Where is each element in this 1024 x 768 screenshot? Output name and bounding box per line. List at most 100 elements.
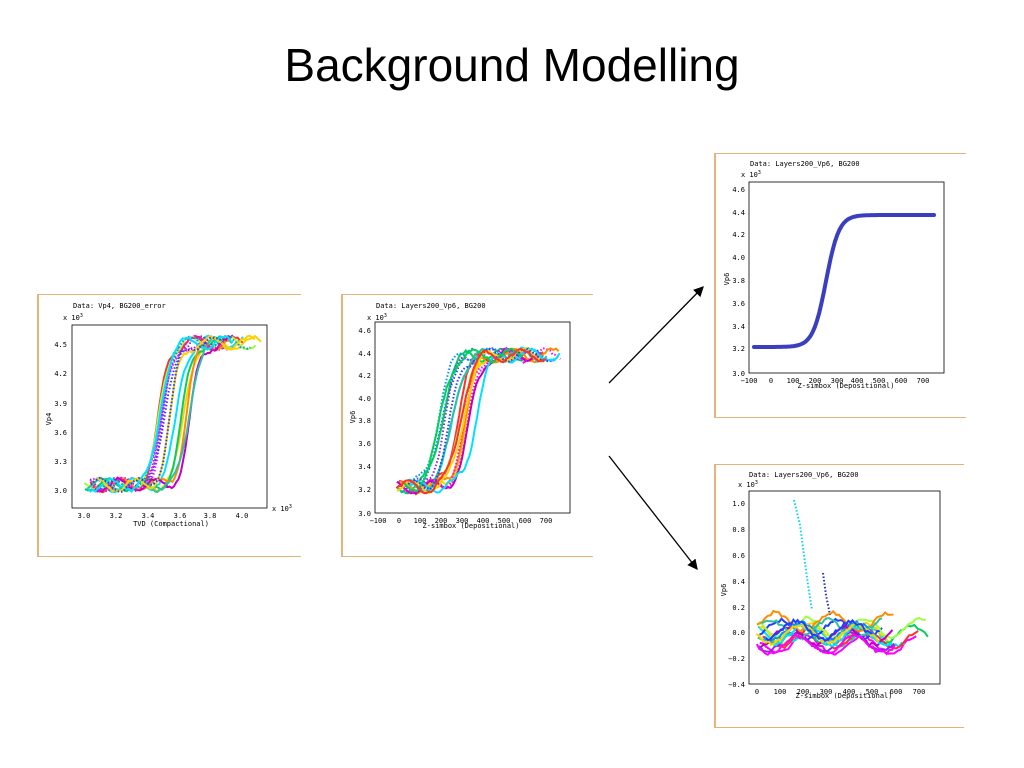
x-tick-label: 4.0: [236, 512, 249, 520]
panel-vp6-zsimbox: Data: Layers200_Vp6, BG200 x 103 Vp6 Z-s…: [341, 294, 593, 557]
x-tick-label: 0: [397, 517, 401, 525]
chart-header: Data: Layers200_Vp6, BG200: [749, 471, 859, 479]
y-tick-label: 3.6: [732, 300, 745, 308]
well-curve: [402, 348, 523, 493]
chart-header: Data: Vp4, BG200_error: [73, 302, 166, 310]
plot-frame: [748, 490, 941, 685]
well-curve: [92, 334, 225, 493]
y-tick-label: 3.8: [732, 277, 745, 285]
x-tick-label: 600: [890, 688, 903, 696]
x-tick-label: 200: [809, 377, 822, 385]
y-tick-label: 3.0: [358, 510, 371, 518]
x-axis-label: TVD (Compactional): [133, 520, 209, 528]
x-tick-label: 500: [873, 377, 886, 385]
x-tick-label: 3.4: [142, 512, 155, 520]
y-tick-label: 3.2: [358, 486, 371, 494]
y-tick-label: 4.5: [54, 341, 67, 349]
chart-residual: Data: Layers200_Vp6, BG200 x 103 Vp6 Z-s…: [720, 471, 941, 700]
y-tick-label: 1.0: [732, 500, 745, 508]
y-tick-label: 3.0: [54, 487, 67, 495]
y-tick-label: 4.2: [358, 372, 371, 380]
panel-residual: Data: Layers200_Vp6, BG200 x 103 Vp6 Z-s…: [714, 464, 964, 728]
y-tick-label: 4.6: [732, 186, 745, 194]
chart-vp4-tvd: Data: Vp4, BG200_error x 103 x 103 Vp4 T…: [45, 302, 292, 528]
x-tick-label: 3.6: [174, 512, 187, 520]
x-tick-label: 700: [913, 688, 926, 696]
y-tick-label: 4.4: [358, 350, 371, 358]
x-exponent-label: x 103: [272, 504, 292, 513]
y-tick-label: 3.6: [54, 429, 67, 437]
y-tick-label: 3.3: [54, 458, 67, 466]
y-exponent-label: x 103: [367, 313, 387, 322]
y-tick-label: 3.2: [732, 345, 745, 353]
y-exponent-label: x 103: [738, 480, 758, 489]
well-curves: [395, 346, 561, 496]
y-tick-label: 0.4: [732, 578, 745, 586]
x-tick-label: 700: [540, 517, 553, 525]
x-tick-label: 500: [498, 517, 511, 525]
x-tick-label: 0: [769, 377, 773, 385]
y-tick-label: 3.6: [358, 440, 371, 448]
y-tick-label: 4.2: [732, 231, 745, 239]
x-tick-label: 3.2: [110, 512, 123, 520]
y-tick-label: 0.6: [732, 552, 745, 560]
y-tick-label: 3.4: [358, 463, 371, 471]
x-tick-label: 600: [519, 517, 532, 525]
residual-curve: [755, 633, 896, 656]
residual-spike: [822, 572, 831, 616]
well-curve: [89, 335, 227, 493]
arrow-to-residual: [608, 455, 698, 571]
slide-title: Background Modelling: [284, 39, 740, 91]
y-tick-label: 3.9: [54, 400, 67, 408]
well-curve: [94, 334, 231, 493]
y-exponent-label: x 103: [63, 313, 83, 322]
well-curve: [96, 334, 256, 493]
chart-background-model: Data: Layers200_Vp6, BG200 x 103 Vp6 Z-s…: [723, 160, 945, 390]
background-curve: [752, 213, 936, 349]
residual-curves: [755, 499, 929, 656]
x-tick-label: 300: [456, 517, 469, 525]
well-curve: [97, 334, 236, 493]
y-exponent-label: x 103: [741, 170, 761, 179]
x-tick-label: 100: [774, 688, 787, 696]
x-tick-label: 300: [820, 688, 833, 696]
y-tick-label: 0.0: [732, 629, 745, 637]
y-tick-label: 4.4: [732, 209, 745, 217]
chart-header: Data: Layers200_Vp6, BG200: [750, 160, 860, 168]
residual-curve: [765, 617, 873, 643]
y-tick-label: 4.0: [732, 254, 745, 262]
well-curve: [87, 335, 234, 494]
x-axis-label: Z-simbox (Depositional): [423, 522, 520, 530]
x-tick-label: −100: [741, 377, 758, 385]
well-curves: [83, 334, 262, 494]
y-tick-label: 0.8: [732, 526, 745, 534]
y-tick-label: 4.2: [54, 370, 67, 378]
x-tick-label: 700: [917, 377, 930, 385]
x-tick-label: 100: [787, 377, 800, 385]
y-axis-label: Vp6: [349, 411, 357, 424]
panel-vp4-tvd: Data: Vp4, BG200_error x 103 x 103 Vp4 T…: [37, 294, 301, 557]
x-tick-label: 400: [843, 688, 856, 696]
plot-frame: [71, 324, 268, 509]
x-tick-label: 600: [895, 377, 908, 385]
x-tick-label: 3.8: [204, 512, 217, 520]
well-curve: [409, 348, 561, 494]
plot-frame: [374, 321, 571, 514]
y-tick-label: −0.4: [728, 681, 745, 689]
y-axis-label: Vp4: [45, 413, 53, 426]
chart-vp6-zsimbox: Data: Layers200_Vp6, BG200 x 103 Vp6 Z-s…: [349, 302, 571, 530]
arrow-to-background: [608, 286, 704, 384]
x-tick-label: 500: [866, 688, 879, 696]
y-tick-label: 4.0: [358, 395, 371, 403]
well-curve: [395, 347, 547, 495]
y-tick-label: 3.0: [732, 370, 745, 378]
x-axis-label: Z-simbox (Depositional): [796, 692, 893, 700]
panel-background-model: Data: Layers200_Vp6, BG200 x 103 Vp6 Z-s…: [714, 153, 966, 418]
chart-header: Data: Layers200_Vp6, BG200: [376, 302, 486, 310]
x-tick-label: 200: [435, 517, 448, 525]
x-tick-label: −100: [370, 517, 387, 525]
residual-curve: [759, 633, 917, 656]
residual-spike: [793, 499, 813, 611]
y-tick-label: 3.4: [732, 323, 745, 331]
